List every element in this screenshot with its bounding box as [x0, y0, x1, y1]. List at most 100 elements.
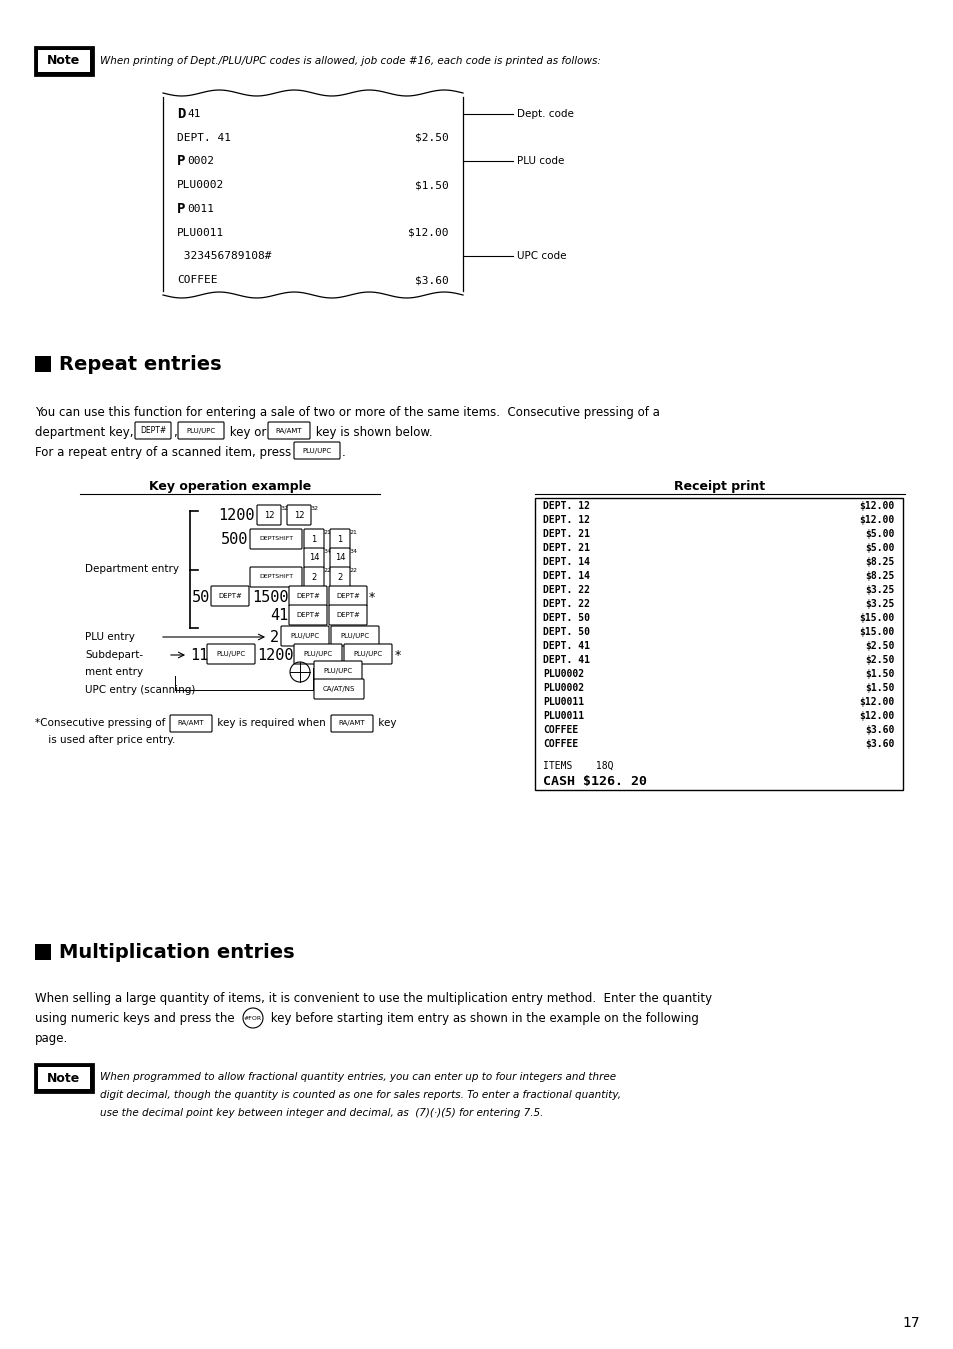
Text: key before starting item entry as shown in the example on the following: key before starting item entry as shown …: [267, 1012, 699, 1025]
Text: 21: 21: [350, 530, 357, 536]
Text: DEPT#: DEPT#: [218, 594, 242, 599]
Text: PLU code: PLU code: [517, 156, 564, 166]
Text: $2.50: $2.50: [864, 656, 894, 665]
Text: PLU/UPC: PLU/UPC: [302, 448, 332, 453]
Text: $2.50: $2.50: [415, 132, 449, 143]
Text: 2: 2: [337, 572, 342, 581]
Text: $12.00: $12.00: [859, 515, 894, 525]
Text: RA/AMT: RA/AMT: [177, 720, 204, 727]
Text: DEPT#: DEPT#: [140, 426, 166, 434]
FancyBboxPatch shape: [344, 643, 392, 664]
Text: 11: 11: [190, 648, 208, 662]
Text: 22: 22: [324, 568, 332, 573]
Text: P: P: [177, 154, 185, 169]
FancyBboxPatch shape: [314, 679, 364, 699]
Text: 22: 22: [350, 568, 357, 573]
Text: 41: 41: [270, 608, 288, 623]
Text: using numeric keys and press the: using numeric keys and press the: [35, 1012, 238, 1025]
FancyBboxPatch shape: [289, 585, 327, 606]
Bar: [35, 1064, 92, 1091]
FancyBboxPatch shape: [256, 505, 281, 525]
Text: 17: 17: [902, 1317, 919, 1330]
FancyBboxPatch shape: [330, 548, 350, 568]
Text: *: *: [369, 591, 375, 603]
Text: DEPT. 22: DEPT. 22: [542, 585, 589, 595]
Text: $12.00: $12.00: [859, 500, 894, 511]
Text: *Consecutive pressing of: *Consecutive pressing of: [35, 718, 169, 728]
Text: 1200: 1200: [218, 509, 254, 523]
Text: $12.00: $12.00: [859, 711, 894, 720]
Text: For a repeat entry of a scanned item, press: For a repeat entry of a scanned item, pr…: [35, 447, 294, 459]
FancyBboxPatch shape: [211, 585, 249, 606]
Text: 34: 34: [324, 549, 332, 554]
Text: 32: 32: [311, 506, 318, 511]
Text: $5.00: $5.00: [864, 544, 894, 553]
Text: DEPT#: DEPT#: [295, 594, 319, 599]
Text: #FOR: #FOR: [244, 1016, 262, 1020]
Text: 1200: 1200: [256, 648, 294, 662]
Text: department key,: department key,: [35, 426, 137, 438]
Text: P: P: [177, 202, 185, 216]
Text: PLU0011: PLU0011: [542, 711, 583, 720]
Text: DEPT. 50: DEPT. 50: [542, 627, 589, 637]
Text: Note: Note: [48, 54, 81, 67]
Bar: [535, 498, 902, 791]
Text: $15.00: $15.00: [859, 627, 894, 637]
Bar: [38, 1067, 90, 1089]
FancyBboxPatch shape: [331, 715, 373, 733]
Text: $3.25: $3.25: [864, 585, 894, 595]
Text: *: *: [395, 649, 401, 661]
Text: 2: 2: [311, 572, 316, 581]
Text: DEPT. 41: DEPT. 41: [177, 132, 231, 143]
Text: You can use this function for entering a sale of two or more of the same items. : You can use this function for entering a…: [35, 406, 659, 420]
Text: digit decimal, though the quantity is counted as one for sales reports. To enter: digit decimal, though the quantity is co…: [100, 1090, 620, 1099]
Text: PLU/UPC: PLU/UPC: [186, 428, 215, 433]
FancyBboxPatch shape: [289, 604, 327, 625]
Text: DEPT. 21: DEPT. 21: [542, 544, 589, 553]
Text: DEPT. 14: DEPT. 14: [542, 571, 589, 581]
Text: $3.60: $3.60: [864, 739, 894, 749]
Text: $1.50: $1.50: [864, 669, 894, 679]
FancyBboxPatch shape: [304, 548, 324, 568]
Text: $12.00: $12.00: [408, 228, 449, 237]
FancyBboxPatch shape: [178, 422, 224, 438]
Text: $15.00: $15.00: [859, 612, 894, 623]
Text: When printing of Dept./PLU/UPC codes is allowed, job code #16, each code is prin: When printing of Dept./PLU/UPC codes is …: [100, 57, 600, 66]
FancyBboxPatch shape: [294, 442, 339, 459]
Text: PLU/UPC: PLU/UPC: [303, 652, 333, 657]
FancyBboxPatch shape: [329, 585, 367, 606]
Text: PLU/UPC: PLU/UPC: [323, 668, 353, 674]
Text: 500: 500: [220, 533, 248, 548]
FancyBboxPatch shape: [281, 626, 329, 646]
Text: 12: 12: [263, 510, 274, 519]
FancyBboxPatch shape: [135, 422, 171, 438]
Text: .: .: [341, 447, 345, 459]
Text: Repeat entries: Repeat entries: [59, 355, 221, 374]
FancyBboxPatch shape: [170, 715, 212, 733]
Text: Multiplication entries: Multiplication entries: [59, 943, 294, 962]
Text: Receipt print: Receipt print: [674, 480, 764, 492]
Text: DEPT#: DEPT#: [335, 612, 359, 618]
Text: ment entry: ment entry: [85, 666, 143, 677]
Text: PLU0002: PLU0002: [542, 669, 583, 679]
Text: 21: 21: [324, 530, 332, 536]
Text: DEPT. 12: DEPT. 12: [542, 515, 589, 525]
Text: DEPT. 41: DEPT. 41: [542, 656, 589, 665]
Text: PLU/UPC: PLU/UPC: [290, 633, 319, 639]
Text: 41: 41: [187, 109, 200, 119]
Text: DEPT. 14: DEPT. 14: [542, 557, 589, 567]
Text: PLU/UPC: PLU/UPC: [216, 652, 245, 657]
Text: 12: 12: [294, 510, 304, 519]
Text: DEPT. 50: DEPT. 50: [542, 612, 589, 623]
Text: PLU/UPC: PLU/UPC: [353, 652, 382, 657]
FancyBboxPatch shape: [329, 604, 367, 625]
Bar: [163, 93, 462, 295]
Text: DEPTSHIFT: DEPTSHIFT: [258, 575, 293, 580]
FancyBboxPatch shape: [250, 529, 302, 549]
Text: 32: 32: [281, 506, 289, 511]
Text: key is shown below.: key is shown below.: [312, 426, 432, 438]
FancyBboxPatch shape: [207, 643, 254, 664]
Text: 0011: 0011: [187, 204, 213, 214]
Text: Key operation example: Key operation example: [149, 480, 311, 492]
FancyBboxPatch shape: [330, 567, 350, 587]
